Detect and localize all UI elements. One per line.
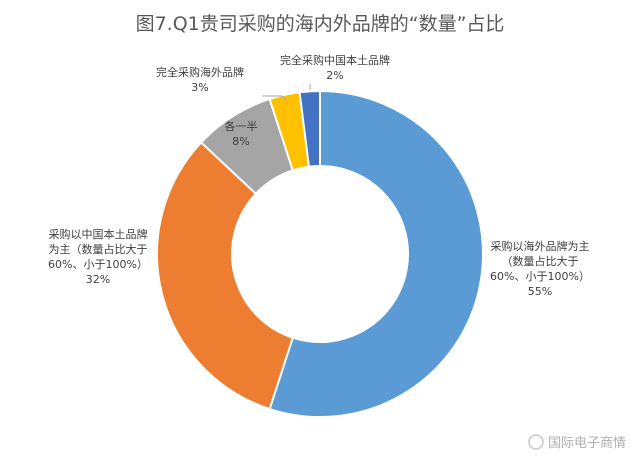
data-label-line: 各一半 <box>225 119 258 133</box>
watermark-text: 国际电子商情 <box>548 436 626 451</box>
leader-line-4 <box>262 95 287 101</box>
data-label-1: 采购以海外品牌为主（数量占比大于 60%、小于100%） 55% <box>490 239 590 298</box>
data-label-line: 60%、小于100%） <box>48 258 148 271</box>
data-label-line: 采购以中国本土品牌 <box>49 227 148 241</box>
data-label-4: 完全采购海外品牌 3% <box>156 65 244 94</box>
data-label-line: 完全采购中国本土品牌 <box>280 53 390 67</box>
leader-lines <box>240 84 311 177</box>
data-label-value: 8% <box>232 135 249 148</box>
data-labels: 采购以海外品牌为主（数量占比大于 60%、小于100%） 55% 采购以中国本土品牌为… <box>48 53 590 298</box>
chart-title: 图7.Q1贵司采购的海内外品牌的“数量”占比 <box>136 13 505 35</box>
data-label-line: 完全采购海外品牌 <box>156 65 244 79</box>
slices-group <box>156 89 484 418</box>
data-label-3: 各一半 8% <box>225 119 258 148</box>
data-label-value: 2% <box>326 69 343 82</box>
data-label-line: 为主（数量占比大于 <box>49 242 148 256</box>
leader-line-3 <box>240 159 263 177</box>
watermark-icon <box>528 434 544 450</box>
slice-5 <box>298 89 321 168</box>
data-label-value: 3% <box>191 81 208 94</box>
data-label-line: 采购以海外品牌为主 <box>491 239 590 253</box>
data-label-value: 55% <box>528 285 552 298</box>
slice-2 <box>156 141 295 411</box>
slice-1 <box>268 89 484 418</box>
data-label-5: 完全采购中国本土品牌 2% <box>280 53 390 82</box>
data-label-line: （数量占比大于 <box>502 254 579 268</box>
data-label-value: 32% <box>86 273 110 286</box>
data-label-line: 60%、小于100%） <box>490 270 590 283</box>
data-label-2: 采购以中国本土品牌为主（数量占比大于 60%、小于100%） 32% <box>48 227 148 286</box>
watermark: 国际电子商情 <box>528 434 626 451</box>
